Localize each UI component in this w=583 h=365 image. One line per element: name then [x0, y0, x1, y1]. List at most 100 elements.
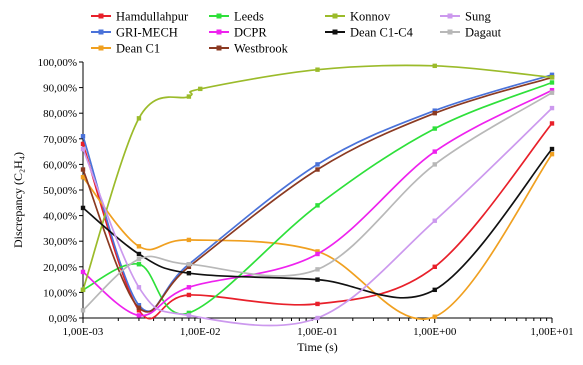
data-point-westbrook: [80, 167, 86, 172]
y-tick-label: 100,00%: [38, 57, 77, 69]
data-point-leeds: [136, 262, 142, 267]
x-tick-label: 1,00E-03: [63, 326, 104, 338]
legend-swatch-marker: [447, 13, 453, 19]
y-tick-label: 60,00%: [43, 159, 77, 171]
data-point-gri-mech: [549, 72, 555, 77]
data-point-dean-c1-c4: [186, 271, 192, 276]
y-tick-label: 90,00%: [43, 83, 77, 95]
legend-label: Westbrook: [234, 42, 289, 56]
data-point-hamdullahpur: [432, 264, 437, 269]
series-gri-mech: [80, 72, 555, 313]
data-point-leeds: [432, 126, 437, 131]
data-point-sung: [432, 218, 437, 223]
x-tick-label: 1,00E-01: [297, 326, 338, 338]
data-point-gri-mech: [80, 134, 86, 139]
legend-swatch-marker: [98, 13, 104, 19]
data-point-leeds: [315, 203, 320, 208]
legend-item-dagaut: Dagaut: [440, 26, 502, 40]
series-line-westbrook: [82, 76, 553, 313]
data-point-dagaut: [432, 162, 437, 167]
series-sung: [80, 105, 555, 327]
legend-swatch-marker: [216, 29, 222, 35]
data-point-konnov: [136, 116, 142, 121]
data-point-gri-mech: [315, 162, 320, 167]
data-point-dagaut: [136, 256, 142, 262]
legend-label: Leeds: [234, 10, 264, 24]
x-tick-label: 1,00E-02: [180, 326, 221, 338]
data-point-dean-c1: [136, 244, 142, 249]
data-point-dagaut: [186, 262, 192, 267]
data-point-hamdullahpur: [186, 292, 192, 298]
data-point-dcpr: [315, 251, 320, 257]
series-konnov: [80, 63, 555, 293]
series-dcpr: [80, 87, 555, 318]
series-line-hamdullahpur: [82, 122, 553, 320]
data-point-sung: [80, 146, 86, 152]
series-hamdullahpur: [80, 121, 555, 320]
data-point-hamdullahpur: [315, 301, 320, 307]
y-tick-label: 0,00%: [49, 313, 77, 325]
y-tick-label: 30,00%: [43, 236, 77, 248]
data-point-dagaut: [549, 90, 555, 95]
data-point-westbrook: [186, 264, 192, 269]
y-tick-label: 40,00%: [43, 211, 77, 223]
data-point-konnov: [315, 67, 320, 72]
legend-item-konnov: Konnov: [325, 10, 391, 24]
data-point-dean-c1: [186, 237, 192, 243]
legend-swatch-marker: [447, 29, 453, 35]
data-point-konnov: [198, 86, 203, 92]
y-tick-label: 50,00%: [43, 185, 77, 197]
x-tick-label: 1,00E+00: [413, 326, 457, 338]
x-tick-label: 1,00E+01: [530, 326, 573, 338]
data-point-westbrook: [136, 305, 142, 310]
data-point-dean-c1: [549, 151, 555, 157]
data-point-westbrook: [432, 111, 437, 116]
data-point-dean-c1-c4: [432, 287, 437, 293]
data-point-dagaut: [315, 267, 320, 272]
y-tick-label: 70,00%: [43, 134, 77, 146]
y-tick-label: 20,00%: [43, 262, 77, 274]
data-point-gri-mech: [136, 303, 142, 308]
legend-swatch-marker: [332, 13, 338, 19]
y-axis-ticks: 0,00% 10,00% 20,00% 30,00% 40,00% 50,00% 60,00…: [38, 57, 83, 325]
legend-item-dcpr: DCPR: [209, 26, 267, 40]
data-point-dcpr: [186, 285, 192, 290]
legend-item-dean-c1-c4: Dean C1-C4: [325, 26, 414, 40]
data-point-hamdullahpur: [80, 141, 86, 147]
legend-swatch-marker: [216, 13, 222, 19]
legend-label: Hamdullahpur: [116, 10, 189, 24]
y-tick-label: 80,00%: [43, 108, 77, 120]
legend-item-hamdullahpur: Hamdullahpur: [91, 10, 189, 24]
data-point-hamdullahpur: [549, 121, 555, 126]
data-point-dcpr: [549, 87, 555, 93]
legend-label: Dean C1-C4: [350, 26, 414, 40]
data-point-gri-mech: [432, 108, 437, 113]
legend-item-gri-mech: GRI-MECH: [91, 26, 178, 40]
legend-label: DCPR: [234, 26, 267, 40]
data-point-dean-c1-c4: [136, 251, 142, 257]
series-dean-c1-c4: [80, 146, 555, 299]
data-point-dcpr: [432, 149, 437, 154]
y-axis-title: Discrepancy (C₂H₄): [11, 152, 25, 248]
legend-item-dean-c1: Dean C1: [91, 42, 160, 56]
legend-item-leeds: Leeds: [209, 10, 264, 24]
data-point-dean-c1: [80, 175, 86, 180]
data-point-sung: [549, 105, 555, 111]
legend-label: Sung: [465, 10, 491, 24]
data-point-sung: [315, 315, 320, 321]
data-point-dean-c1: [432, 314, 437, 319]
legend-swatch-marker: [216, 45, 222, 51]
legend-item-westbrook: Westbrook: [209, 42, 289, 56]
legend-label: Dean C1: [116, 42, 160, 56]
legend-label: Dagaut: [465, 26, 502, 40]
series-line-dean-c1: [82, 153, 553, 320]
legend-label: GRI-MECH: [116, 26, 178, 40]
legend-swatch-marker: [98, 29, 104, 35]
data-point-dean-c1-c4: [315, 277, 320, 282]
data-point-dean-c1-c4: [549, 146, 555, 152]
legend-swatch-marker: [98, 45, 104, 51]
series-dagaut: [80, 90, 555, 313]
data-point-westbrook: [315, 167, 320, 172]
data-point-dean-c1-c4: [80, 205, 86, 211]
